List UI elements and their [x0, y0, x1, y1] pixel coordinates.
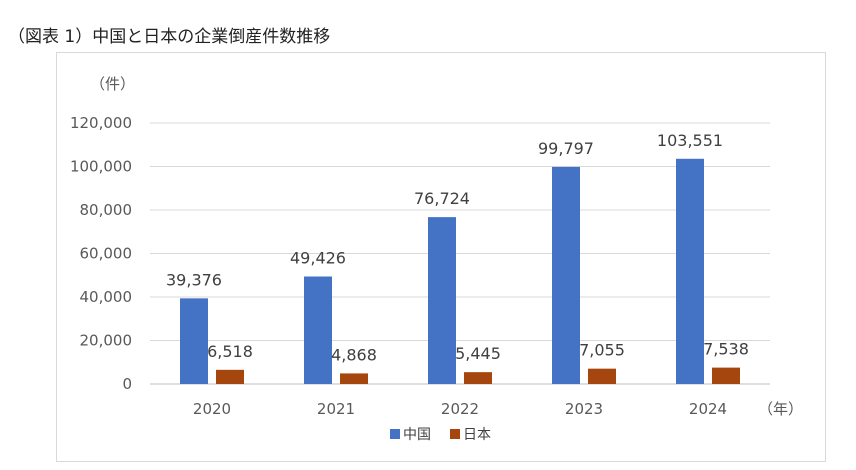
data-labels: 39,376 6,518 49,426 4,868 76,724 5,445 99,797 7…	[166, 131, 749, 365]
x-axis-unit-label: （年）	[758, 400, 803, 418]
bar-japan-2022	[464, 372, 492, 384]
bar-china-2024	[676, 158, 704, 384]
data-label-china-2023: 99,797	[538, 139, 594, 158]
y-tick-label: 20,000	[80, 332, 133, 350]
legend-swatch-china	[390, 429, 400, 439]
bar-japan-2023	[588, 368, 616, 384]
y-tick-label: 60,000	[80, 245, 133, 263]
x-tick-label: 2022	[441, 400, 479, 418]
x-tick-label: 2020	[193, 400, 231, 418]
y-tick-label: 0	[122, 375, 132, 393]
y-axis-unit-label: （件）	[90, 75, 135, 93]
x-tick-label: 2021	[317, 400, 355, 418]
data-label-china-2022: 76,724	[414, 189, 470, 208]
data-label-japan-2022: 5,445	[455, 344, 501, 363]
page-title: （図表 1）中国と日本の企業倒産件数推移	[8, 27, 331, 47]
data-label-japan-2024: 7,538	[703, 340, 749, 359]
data-label-china-2020: 39,376	[166, 270, 222, 289]
x-tick-label: 2024	[689, 400, 727, 418]
x-axis-ticks: 2020 2021 2022 2023 2024	[193, 400, 727, 418]
legend-label-china: 中国	[403, 427, 431, 443]
y-tick-label: 100,000	[70, 158, 132, 176]
bar-china-2023	[552, 166, 580, 384]
bar-japan-2024	[712, 367, 740, 384]
legend-label-japan: 日本	[463, 427, 491, 443]
data-label-japan-2020: 6,518	[207, 342, 253, 361]
data-label-china-2024: 103,551	[657, 131, 723, 150]
bar-china-2021	[304, 276, 332, 384]
bar-china-2020	[180, 298, 208, 384]
chart-frame	[56, 52, 826, 462]
y-tick-label: 40,000	[80, 288, 133, 306]
x-tick-label: 2023	[565, 400, 603, 418]
bars	[180, 158, 740, 384]
legend-swatch-japan	[450, 429, 460, 439]
data-label-japan-2023: 7,055	[579, 341, 625, 360]
data-label-china-2021: 49,426	[290, 248, 346, 267]
legend: 中国 日本	[390, 427, 491, 443]
gridlines	[150, 122, 770, 385]
bar-japan-2021	[340, 373, 368, 384]
y-tick-label: 80,000	[80, 201, 133, 219]
y-tick-label: 120,000	[70, 114, 132, 132]
bar-japan-2020	[216, 369, 244, 384]
y-axis-ticks: 0 20,000 40,000 60,000 80,000 100,000 120,000	[70, 114, 132, 393]
data-label-japan-2021: 4,868	[331, 345, 377, 364]
bar-china-2022	[428, 217, 456, 384]
